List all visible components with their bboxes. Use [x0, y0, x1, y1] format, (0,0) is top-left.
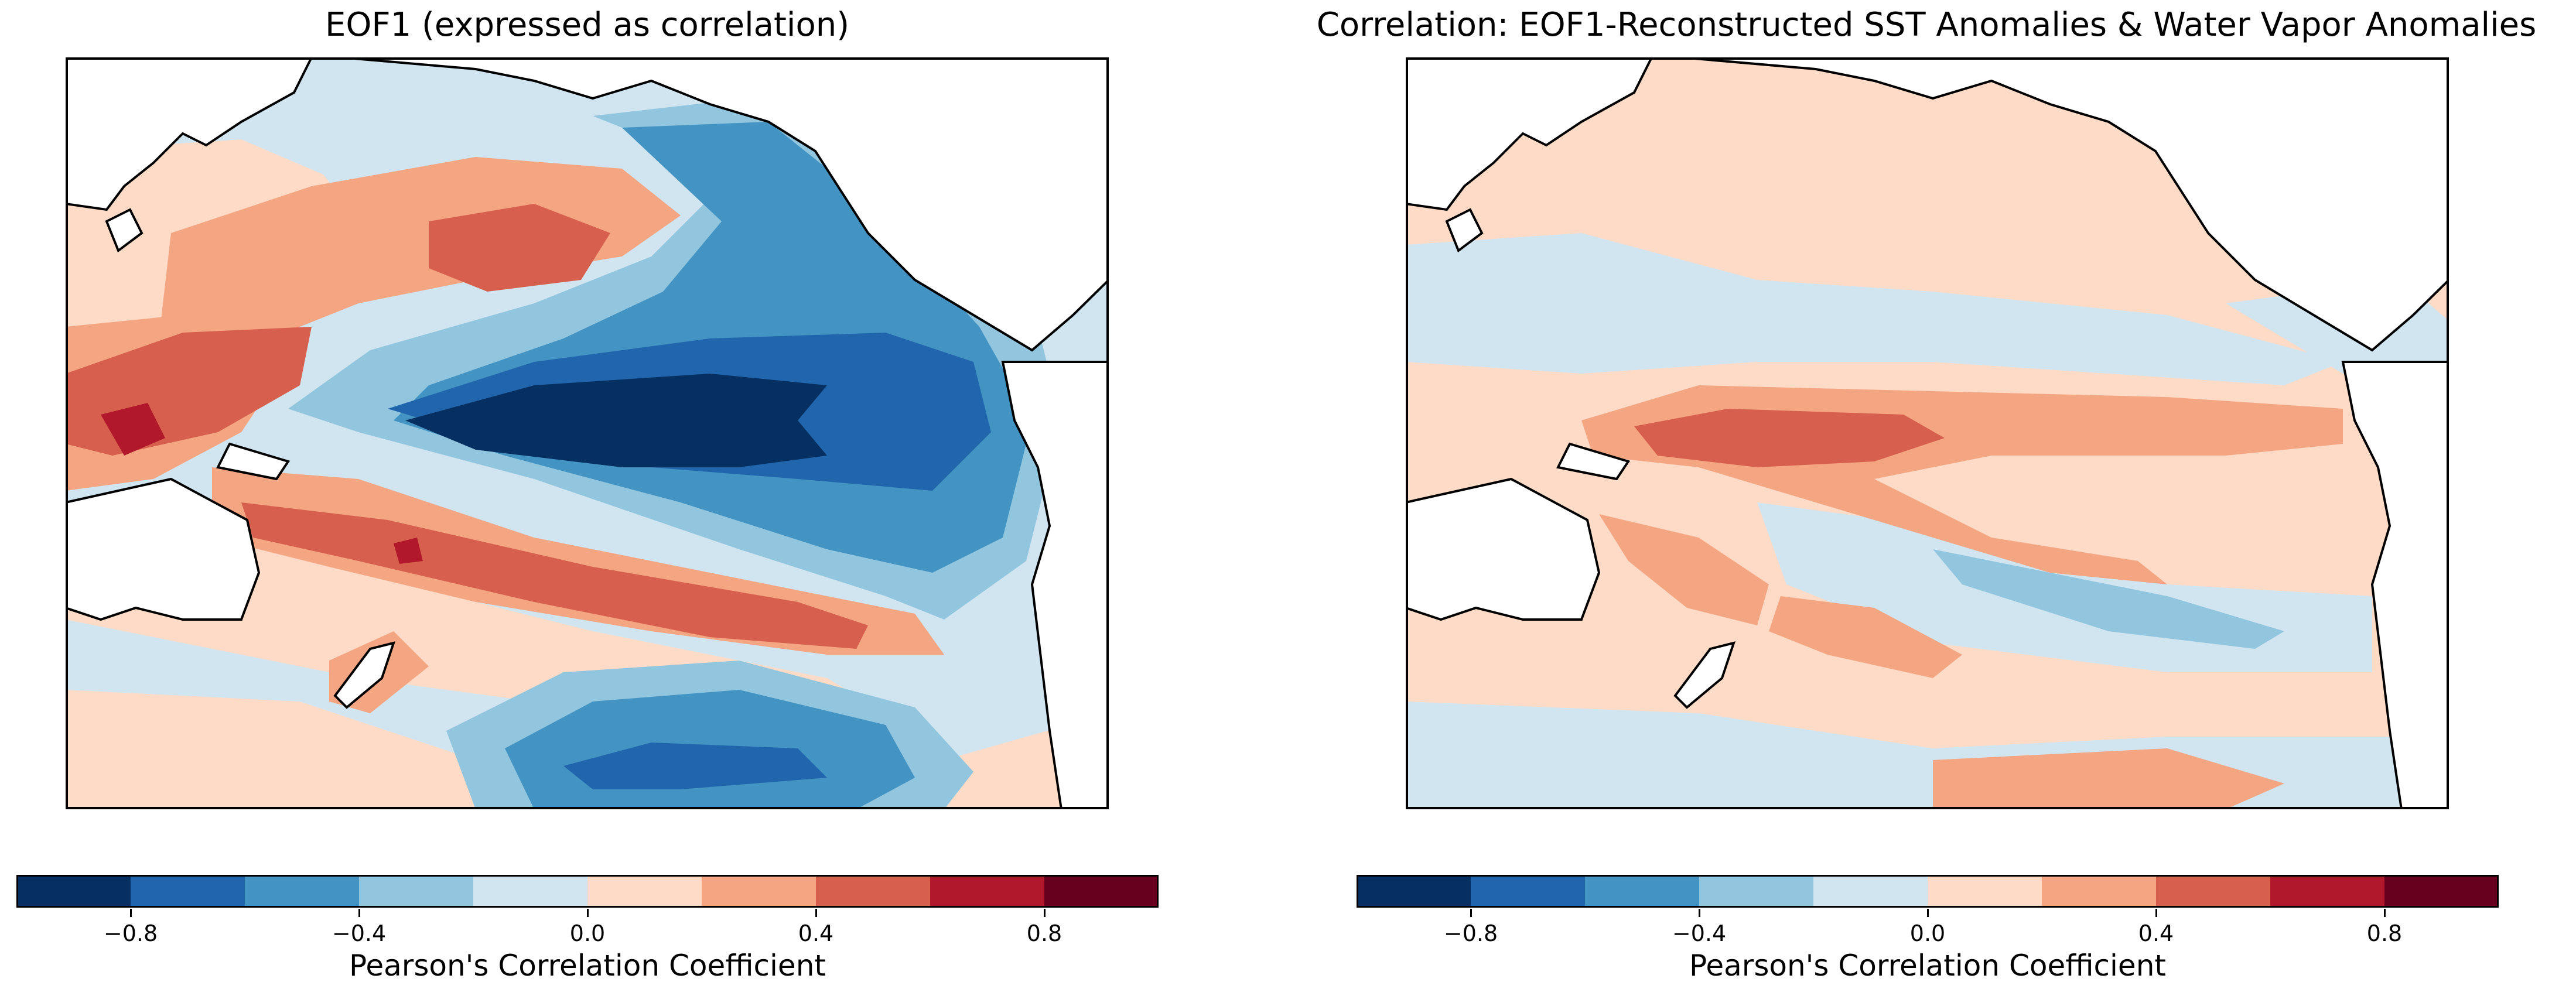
colorbar-tick-mark	[2383, 909, 2386, 917]
colorbar-tick-mark	[1043, 909, 1046, 917]
right-contour-patch	[1634, 409, 1945, 467]
left-map-frame	[66, 57, 1109, 809]
colorbar-segment	[587, 875, 702, 908]
right-land-japan	[1445, 208, 1484, 253]
colorbar-segment	[816, 875, 931, 908]
colorbar-tick-label: −0.8	[1443, 921, 1498, 946]
colorbar-segment	[16, 875, 131, 908]
right-contour-patch	[1599, 514, 1769, 625]
colorbar-segment	[2270, 875, 2385, 908]
right-contour-patch	[1933, 748, 2284, 809]
left-land-south-america	[1001, 361, 1109, 809]
colorbar-tick-mark	[586, 909, 589, 917]
left-contour-patch	[563, 743, 827, 789]
colorbar-segment	[1044, 875, 1159, 908]
colorbar-tick-label: 0.4	[798, 921, 834, 946]
right-contour-patch	[1769, 596, 1962, 678]
colorbar-segment	[1471, 875, 1586, 908]
colorbar-segment	[702, 875, 816, 908]
colorbar-segment	[1357, 875, 1471, 908]
left-colorbar	[16, 875, 1159, 908]
colorbar-segment	[1813, 875, 1928, 908]
colorbar-segment	[1585, 875, 1700, 908]
left-land-australia	[66, 477, 261, 621]
left-colorbar-label: Pearson's Correlation Coefficient	[349, 949, 826, 983]
right-map-frame	[1406, 57, 2449, 809]
colorbar-segment	[2042, 875, 2157, 908]
right-land-asia	[1406, 57, 1653, 211]
colorbar-tick-mark	[1698, 909, 1700, 917]
right-land-new-zealand	[1673, 641, 1736, 709]
right-land-new-guinea	[1556, 442, 1631, 481]
colorbar-frame	[1357, 875, 2499, 908]
right-panel-title: Correlation: EOF1-Reconstructed SST Anom…	[1316, 6, 2537, 44]
left-panel-title: EOF1 (expressed as correlation)	[324, 6, 850, 44]
left-land-japan	[105, 208, 144, 253]
right-colorbar-ticks: −0.8 −0.4 0.0 0.4 0.8	[1357, 909, 2499, 949]
left-map	[66, 57, 1109, 809]
left-contour-patch	[66, 690, 593, 809]
colorbar-tick-mark	[815, 909, 817, 917]
right-contour-patch	[1406, 233, 2343, 385]
colorbar-tick-mark	[1926, 909, 1929, 917]
left-contour-patch	[429, 204, 610, 292]
right-map	[1406, 57, 2449, 809]
colorbar-tick-label: 0.0	[1909, 921, 1946, 946]
colorbar-segment	[930, 875, 1045, 908]
colorbar-tick-label: −0.4	[1672, 921, 1727, 946]
colorbar-segment	[2156, 875, 2271, 908]
left-contour-patch	[405, 374, 827, 467]
left-land-north-america	[340, 57, 1109, 352]
colorbar-tick-label: 0.8	[2366, 921, 2403, 946]
colorbar-segment	[1699, 875, 1814, 908]
right-contour-patch	[1933, 549, 2284, 649]
left-land-new-zealand	[333, 641, 396, 709]
left-contour-patch	[241, 502, 868, 649]
colorbar-tick-mark	[129, 909, 132, 917]
colorbar-segment	[473, 875, 588, 908]
colorbar-segment	[1928, 875, 2042, 908]
colorbar-frame	[16, 875, 1159, 908]
left-contour-patch	[101, 403, 165, 456]
colorbar-segment	[131, 875, 245, 908]
colorbar-tick-mark	[358, 909, 360, 917]
right-land-north-america	[1680, 57, 2449, 352]
left-contour-patch	[394, 538, 423, 564]
colorbar-tick-label: 0.8	[1026, 921, 1062, 946]
colorbar-tick-label: 0.4	[2138, 921, 2174, 946]
colorbar-tick-label: 0.0	[569, 921, 606, 946]
colorbar-tick-mark	[2155, 909, 2157, 917]
colorbar-segment	[359, 875, 474, 908]
left-colorbar-ticks: −0.8 −0.4 0.0 0.4 0.8	[16, 909, 1159, 949]
colorbar-tick-label: −0.4	[332, 921, 387, 946]
right-land-south-america	[2341, 361, 2449, 809]
colorbar-segment	[2384, 875, 2499, 908]
colorbar-tick-mark	[1470, 909, 1472, 917]
right-land-australia	[1406, 477, 1601, 621]
left-land-asia	[66, 57, 313, 211]
colorbar-tick-label: −0.8	[103, 921, 158, 946]
left-land-new-guinea	[216, 442, 291, 481]
colorbar-segment	[245, 875, 360, 908]
right-colorbar	[1357, 875, 2499, 908]
right-colorbar-label: Pearson's Correlation Coefficient	[1689, 949, 2166, 983]
